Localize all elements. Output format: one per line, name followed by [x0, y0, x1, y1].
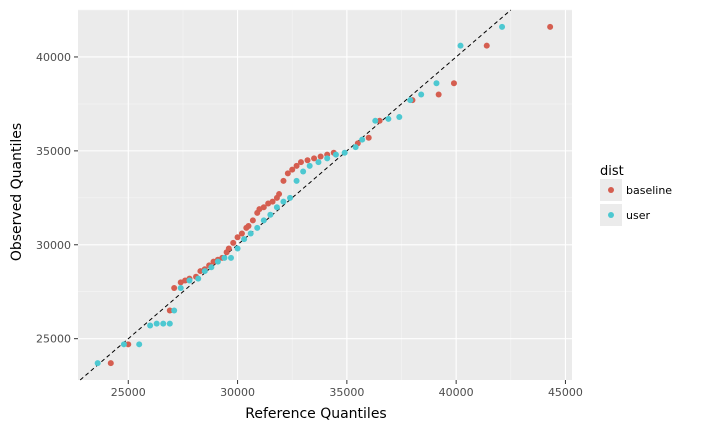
point-user [280, 198, 287, 205]
point-user [396, 114, 403, 121]
point-baseline [125, 341, 132, 348]
point-user [214, 258, 221, 265]
point-user [228, 254, 235, 261]
point-baseline [269, 198, 276, 205]
point-baseline [260, 204, 267, 211]
point-user [324, 155, 331, 162]
point-baseline [249, 217, 256, 224]
point-user [407, 97, 414, 104]
point-baseline [365, 134, 372, 141]
point-user [201, 268, 208, 275]
point-user [433, 80, 440, 87]
point-baseline [245, 222, 252, 229]
x-tick-label: 40000 [439, 386, 474, 399]
point-user [247, 230, 254, 237]
legend-marker-user [608, 212, 614, 218]
point-baseline [166, 307, 173, 314]
point-baseline [297, 159, 304, 166]
point-user [293, 177, 300, 184]
point-user [300, 168, 307, 175]
x-tick-label: 25000 [111, 386, 146, 399]
point-user [267, 211, 274, 218]
point-baseline [238, 230, 245, 237]
x-tick-label: 45000 [548, 386, 583, 399]
grid-minor [78, 9, 572, 380]
point-baseline [547, 23, 554, 30]
point-baseline [450, 80, 457, 87]
legend-label-user: user [626, 209, 650, 222]
x-tick-label: 35000 [329, 386, 364, 399]
point-baseline [107, 360, 114, 367]
point-user [499, 23, 506, 30]
legend-marker-baseline [608, 187, 614, 193]
point-user [120, 341, 127, 348]
point-user [352, 144, 359, 151]
x-axis-title: Reference Quantiles [245, 406, 386, 422]
point-user [166, 320, 173, 327]
point-baseline [276, 191, 283, 198]
point-baseline [317, 153, 324, 160]
point-baseline [234, 234, 241, 241]
point-baseline [171, 284, 178, 291]
point-user [208, 264, 215, 271]
x-tick-label: 30000 [220, 386, 255, 399]
reference-line-group [79, 9, 512, 381]
point-user [306, 162, 313, 169]
point-user [418, 91, 425, 98]
point-user [254, 224, 261, 231]
point-user [457, 42, 464, 49]
point-baseline [304, 157, 311, 164]
point-user [359, 136, 366, 143]
point-baseline [225, 245, 232, 252]
point-user [332, 151, 339, 158]
data-points [94, 23, 554, 367]
point-user [372, 117, 379, 124]
reference-line [79, 9, 512, 381]
point-baseline [435, 91, 442, 98]
point-user [341, 149, 348, 156]
point-user [94, 360, 101, 367]
point-user [287, 194, 294, 201]
point-baseline [289, 166, 296, 173]
y-tick-label: 40000 [36, 51, 71, 64]
point-user [315, 159, 322, 166]
point-baseline [293, 162, 300, 169]
y-tick-label: 30000 [36, 239, 71, 252]
point-user [241, 236, 248, 243]
point-baseline [284, 170, 291, 177]
point-user [385, 115, 392, 122]
point-user [171, 307, 178, 314]
y-axis-ticks: 25000 30000 35000 40000 [36, 51, 78, 346]
legend: dist baseline user [600, 164, 672, 226]
point-user [147, 322, 154, 329]
grid-major [78, 10, 572, 380]
point-user [177, 284, 184, 291]
point-user [195, 275, 202, 282]
point-baseline [376, 117, 383, 124]
point-baseline [230, 239, 237, 246]
y-tick-label: 25000 [36, 333, 71, 346]
point-user [273, 204, 280, 211]
legend-label-baseline: baseline [626, 184, 672, 197]
point-user [234, 245, 241, 252]
legend-title: dist [600, 164, 624, 179]
point-baseline [311, 155, 318, 162]
point-user [136, 341, 143, 348]
point-user [153, 320, 160, 327]
plot-panel [78, 10, 572, 380]
point-baseline [280, 177, 287, 184]
point-user [260, 217, 267, 224]
y-tick-label: 35000 [36, 145, 71, 158]
point-user [160, 320, 167, 327]
x-axis-ticks: 25000 30000 35000 40000 45000 [111, 380, 583, 399]
point-user [186, 277, 193, 284]
point-user [221, 254, 228, 261]
y-axis-title: Observed Quantiles [9, 123, 25, 261]
point-baseline [483, 42, 490, 49]
